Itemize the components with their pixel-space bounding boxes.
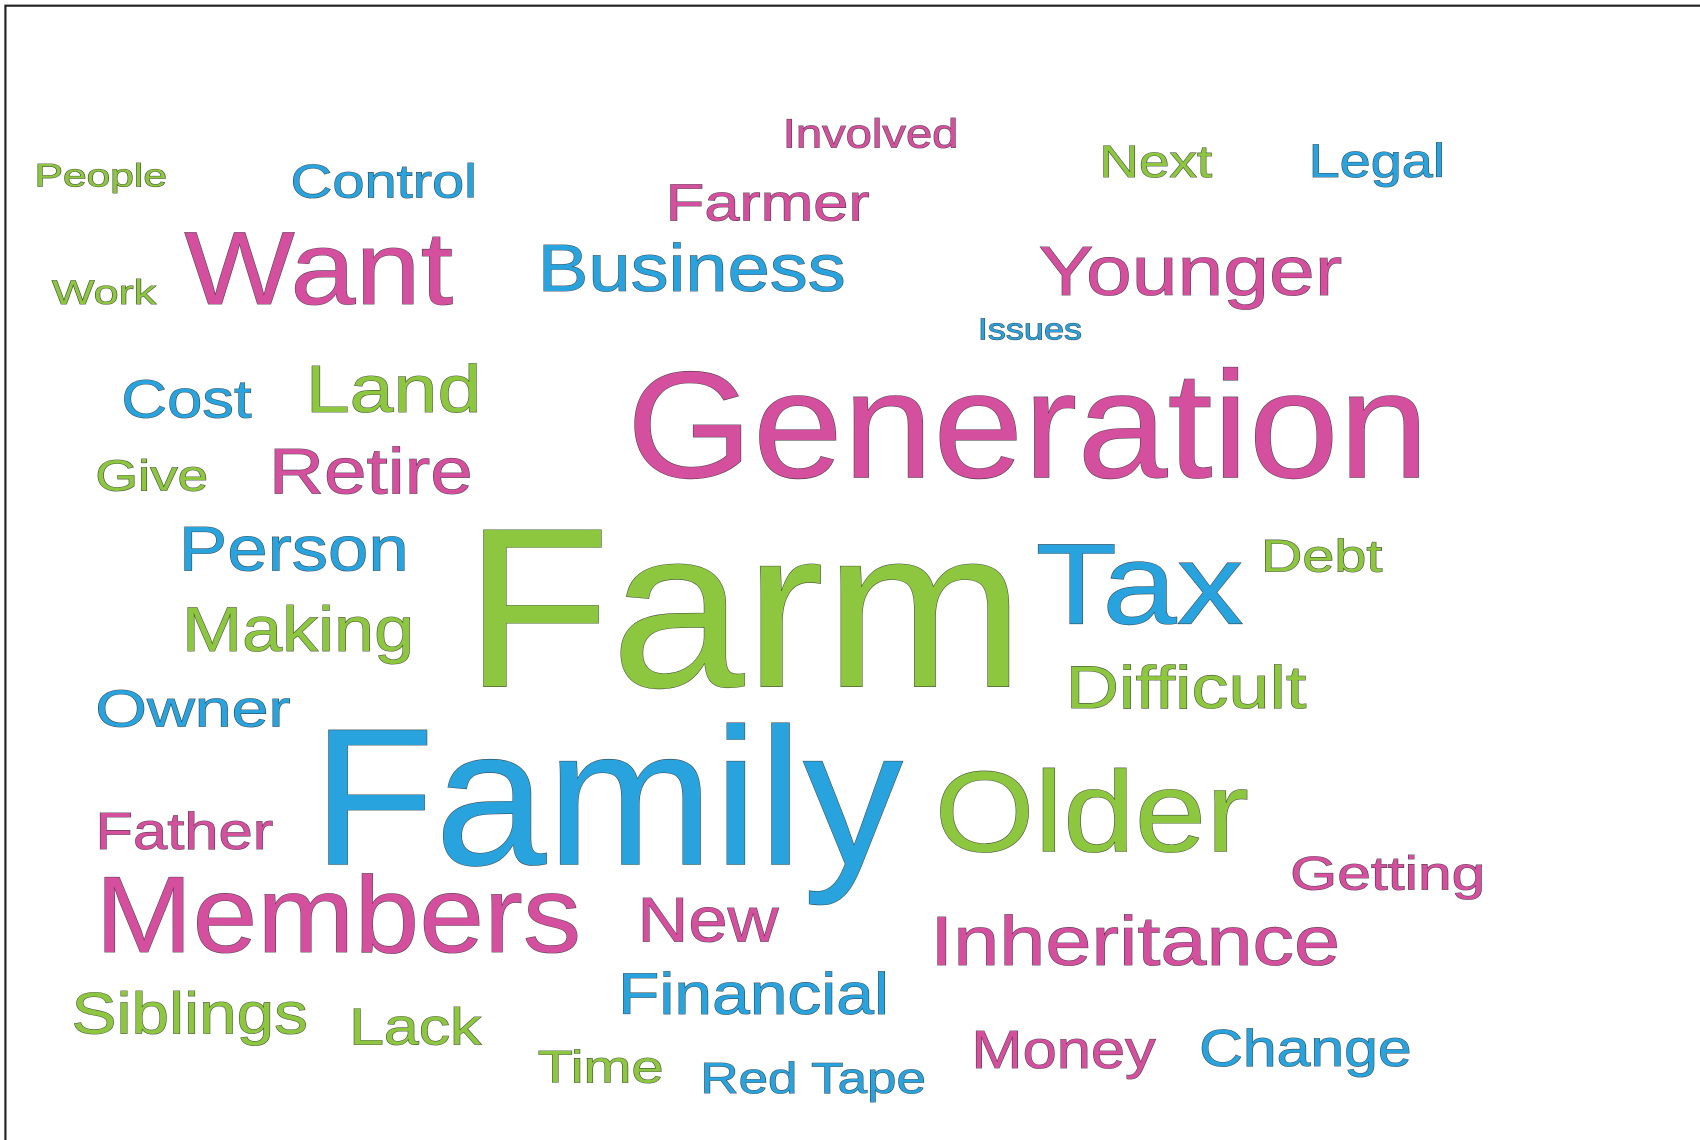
frame — [4, 4, 1700, 1140]
word: Family — [312, 688, 903, 906]
word: Younger — [1039, 232, 1343, 310]
word: Tax — [1035, 521, 1243, 649]
word: Inheritance — [930, 902, 1340, 980]
word: Red Tape — [700, 1055, 926, 1103]
word: Debt — [1261, 531, 1383, 582]
word: Money — [971, 1020, 1155, 1080]
word: Issues — [978, 314, 1082, 347]
word: Work — [52, 274, 157, 312]
word: Next — [1099, 136, 1212, 187]
word: Generation — [627, 341, 1429, 510]
word: Give — [95, 452, 208, 500]
word: Cost — [121, 370, 251, 430]
word: Legal — [1309, 135, 1446, 188]
word: Farmer — [666, 174, 870, 232]
word: Making — [182, 595, 414, 665]
word: Father — [95, 803, 273, 861]
word: Person — [179, 515, 409, 585]
word: Members — [95, 854, 581, 975]
word: Getting — [1290, 847, 1485, 900]
word: Business — [538, 231, 846, 306]
word: Financial — [618, 962, 889, 1027]
word: Involved — [783, 111, 959, 157]
word: People — [35, 158, 167, 194]
word: Siblings — [72, 981, 308, 1046]
word: Time — [538, 1041, 664, 1092]
word: Older — [935, 748, 1249, 876]
word: Want — [184, 211, 453, 327]
word: Difficult — [1066, 653, 1307, 721]
word: Control — [291, 156, 477, 209]
word: New — [638, 885, 780, 955]
word: Retire — [269, 435, 473, 508]
word: Lack — [349, 998, 482, 1056]
word: Change — [1199, 1020, 1412, 1078]
word: Owner — [95, 681, 290, 739]
word: Farm — [464, 482, 1025, 736]
word: Land — [306, 352, 482, 427]
